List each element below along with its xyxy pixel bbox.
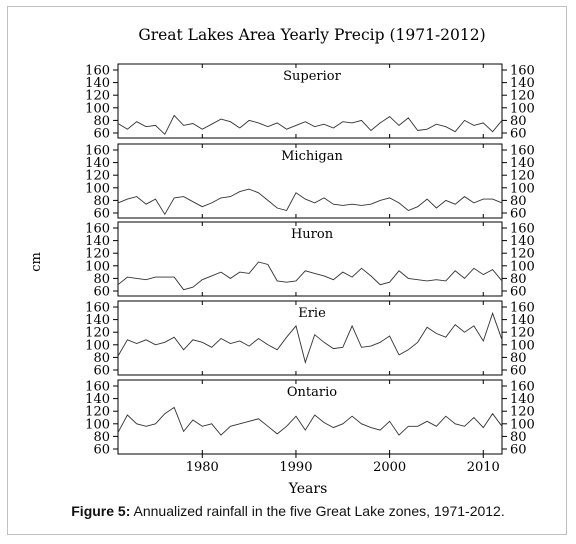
panel-name: Superior — [283, 69, 341, 84]
y-tick-label-right: 120 — [510, 247, 535, 262]
y-tick-label-left: 140 — [85, 392, 110, 407]
y-tick-label-right: 100 — [510, 101, 535, 116]
y-tick-label-left: 100 — [85, 101, 110, 116]
y-tick-label-left: 140 — [85, 76, 110, 91]
y-tick-label-right: 80 — [510, 194, 527, 209]
panel-frame — [117, 143, 503, 219]
y-tick-label-left: 120 — [85, 405, 110, 420]
series-line-superior — [117, 114, 503, 136]
y-tick-label-left: 140 — [85, 234, 110, 249]
figure-caption: Figure 5: Annualized rainfall in the fiv… — [0, 503, 576, 519]
y-tick-label-left: 160 — [85, 301, 110, 316]
y-tick-label-right: 80 — [510, 430, 527, 445]
series-line-huron — [117, 261, 503, 291]
y-tick-label-left: 60 — [93, 443, 110, 458]
panel-frame — [117, 63, 503, 139]
y-tick-label-right: 140 — [510, 156, 535, 171]
y-tick-label-left: 80 — [93, 114, 110, 129]
panel-name: Huron — [291, 227, 334, 242]
y-tick-label-left: 160 — [85, 380, 110, 395]
figure-frame — [7, 6, 567, 535]
y-tick-label-left: 60 — [93, 364, 110, 379]
y-tick-label-right: 120 — [510, 405, 535, 420]
y-tick-label-left: 100 — [85, 338, 110, 353]
y-tick-label-right: 160 — [510, 222, 535, 237]
y-tick-label-right: 80 — [510, 272, 527, 287]
y-tick-label-right: 60 — [510, 285, 527, 300]
y-tick-label-left: 140 — [85, 313, 110, 328]
x-tick-label: 1980 — [186, 460, 219, 475]
x-axis-label: Years — [288, 481, 328, 497]
y-tick-label-right: 120 — [510, 326, 535, 341]
y-tick-label-left: 120 — [85, 169, 110, 184]
y-tick-label-right: 100 — [510, 417, 535, 432]
y-tick-label-left: 80 — [93, 194, 110, 209]
y-tick-label-left: 160 — [85, 222, 110, 237]
y-tick-label-left: 60 — [93, 285, 110, 300]
panel-frame — [117, 300, 503, 376]
caption-label: Figure 5: — [71, 503, 131, 519]
series-line-erie — [117, 311, 503, 364]
x-tick-label: 2000 — [373, 460, 406, 475]
y-tick-label-right: 160 — [510, 380, 535, 395]
y-tick-label-right: 60 — [510, 207, 527, 222]
y-tick-label-right: 80 — [510, 351, 527, 366]
y-axis-label: cm — [29, 252, 44, 272]
y-tick-label-right: 140 — [510, 76, 535, 91]
x-tick-label: 2010 — [467, 460, 500, 475]
y-tick-label-right: 100 — [510, 259, 535, 274]
y-tick-label-left: 80 — [93, 430, 110, 445]
y-tick-label-left: 120 — [85, 89, 110, 104]
y-tick-label-left: 160 — [85, 144, 110, 159]
y-tick-label-right: 60 — [510, 443, 527, 458]
y-tick-label-left: 100 — [85, 259, 110, 274]
y-tick-label-right: 60 — [510, 127, 527, 142]
y-tick-label-right: 160 — [510, 144, 535, 159]
chart-title: Great Lakes Area Yearly Precip (1971-201… — [138, 26, 485, 44]
y-tick-label-left: 80 — [93, 272, 110, 287]
y-tick-label-left: 100 — [85, 181, 110, 196]
series-line-ontario — [117, 406, 503, 436]
y-tick-label-right: 120 — [510, 169, 535, 184]
series-line-michigan — [117, 188, 503, 216]
y-tick-label-right: 60 — [510, 364, 527, 379]
y-tick-label-left: 60 — [93, 127, 110, 142]
y-tick-label-right: 160 — [510, 301, 535, 316]
y-tick-label-right: 140 — [510, 234, 535, 249]
x-tick-label: 1990 — [279, 460, 312, 475]
y-tick-label-right: 100 — [510, 181, 535, 196]
panel-frame — [117, 379, 503, 455]
panel-name: Ontario — [287, 385, 337, 400]
y-tick-label-left: 160 — [85, 64, 110, 79]
y-tick-label-right: 80 — [510, 114, 527, 129]
y-tick-label-left: 140 — [85, 156, 110, 171]
panel-name: Erie — [298, 306, 326, 321]
y-tick-label-left: 120 — [85, 247, 110, 262]
panel-name: Michigan — [281, 149, 343, 164]
y-tick-label-right: 160 — [510, 64, 535, 79]
y-tick-label-right: 120 — [510, 89, 535, 104]
y-tick-label-right: 140 — [510, 313, 535, 328]
panel-frame — [117, 221, 503, 297]
y-tick-label-right: 100 — [510, 338, 535, 353]
y-tick-label-right: 140 — [510, 392, 535, 407]
y-tick-label-left: 60 — [93, 207, 110, 222]
y-tick-label-left: 100 — [85, 417, 110, 432]
caption-text: Annualized rainfall in the five Great La… — [130, 503, 505, 519]
y-tick-label-left: 80 — [93, 351, 110, 366]
y-tick-label-left: 120 — [85, 326, 110, 341]
